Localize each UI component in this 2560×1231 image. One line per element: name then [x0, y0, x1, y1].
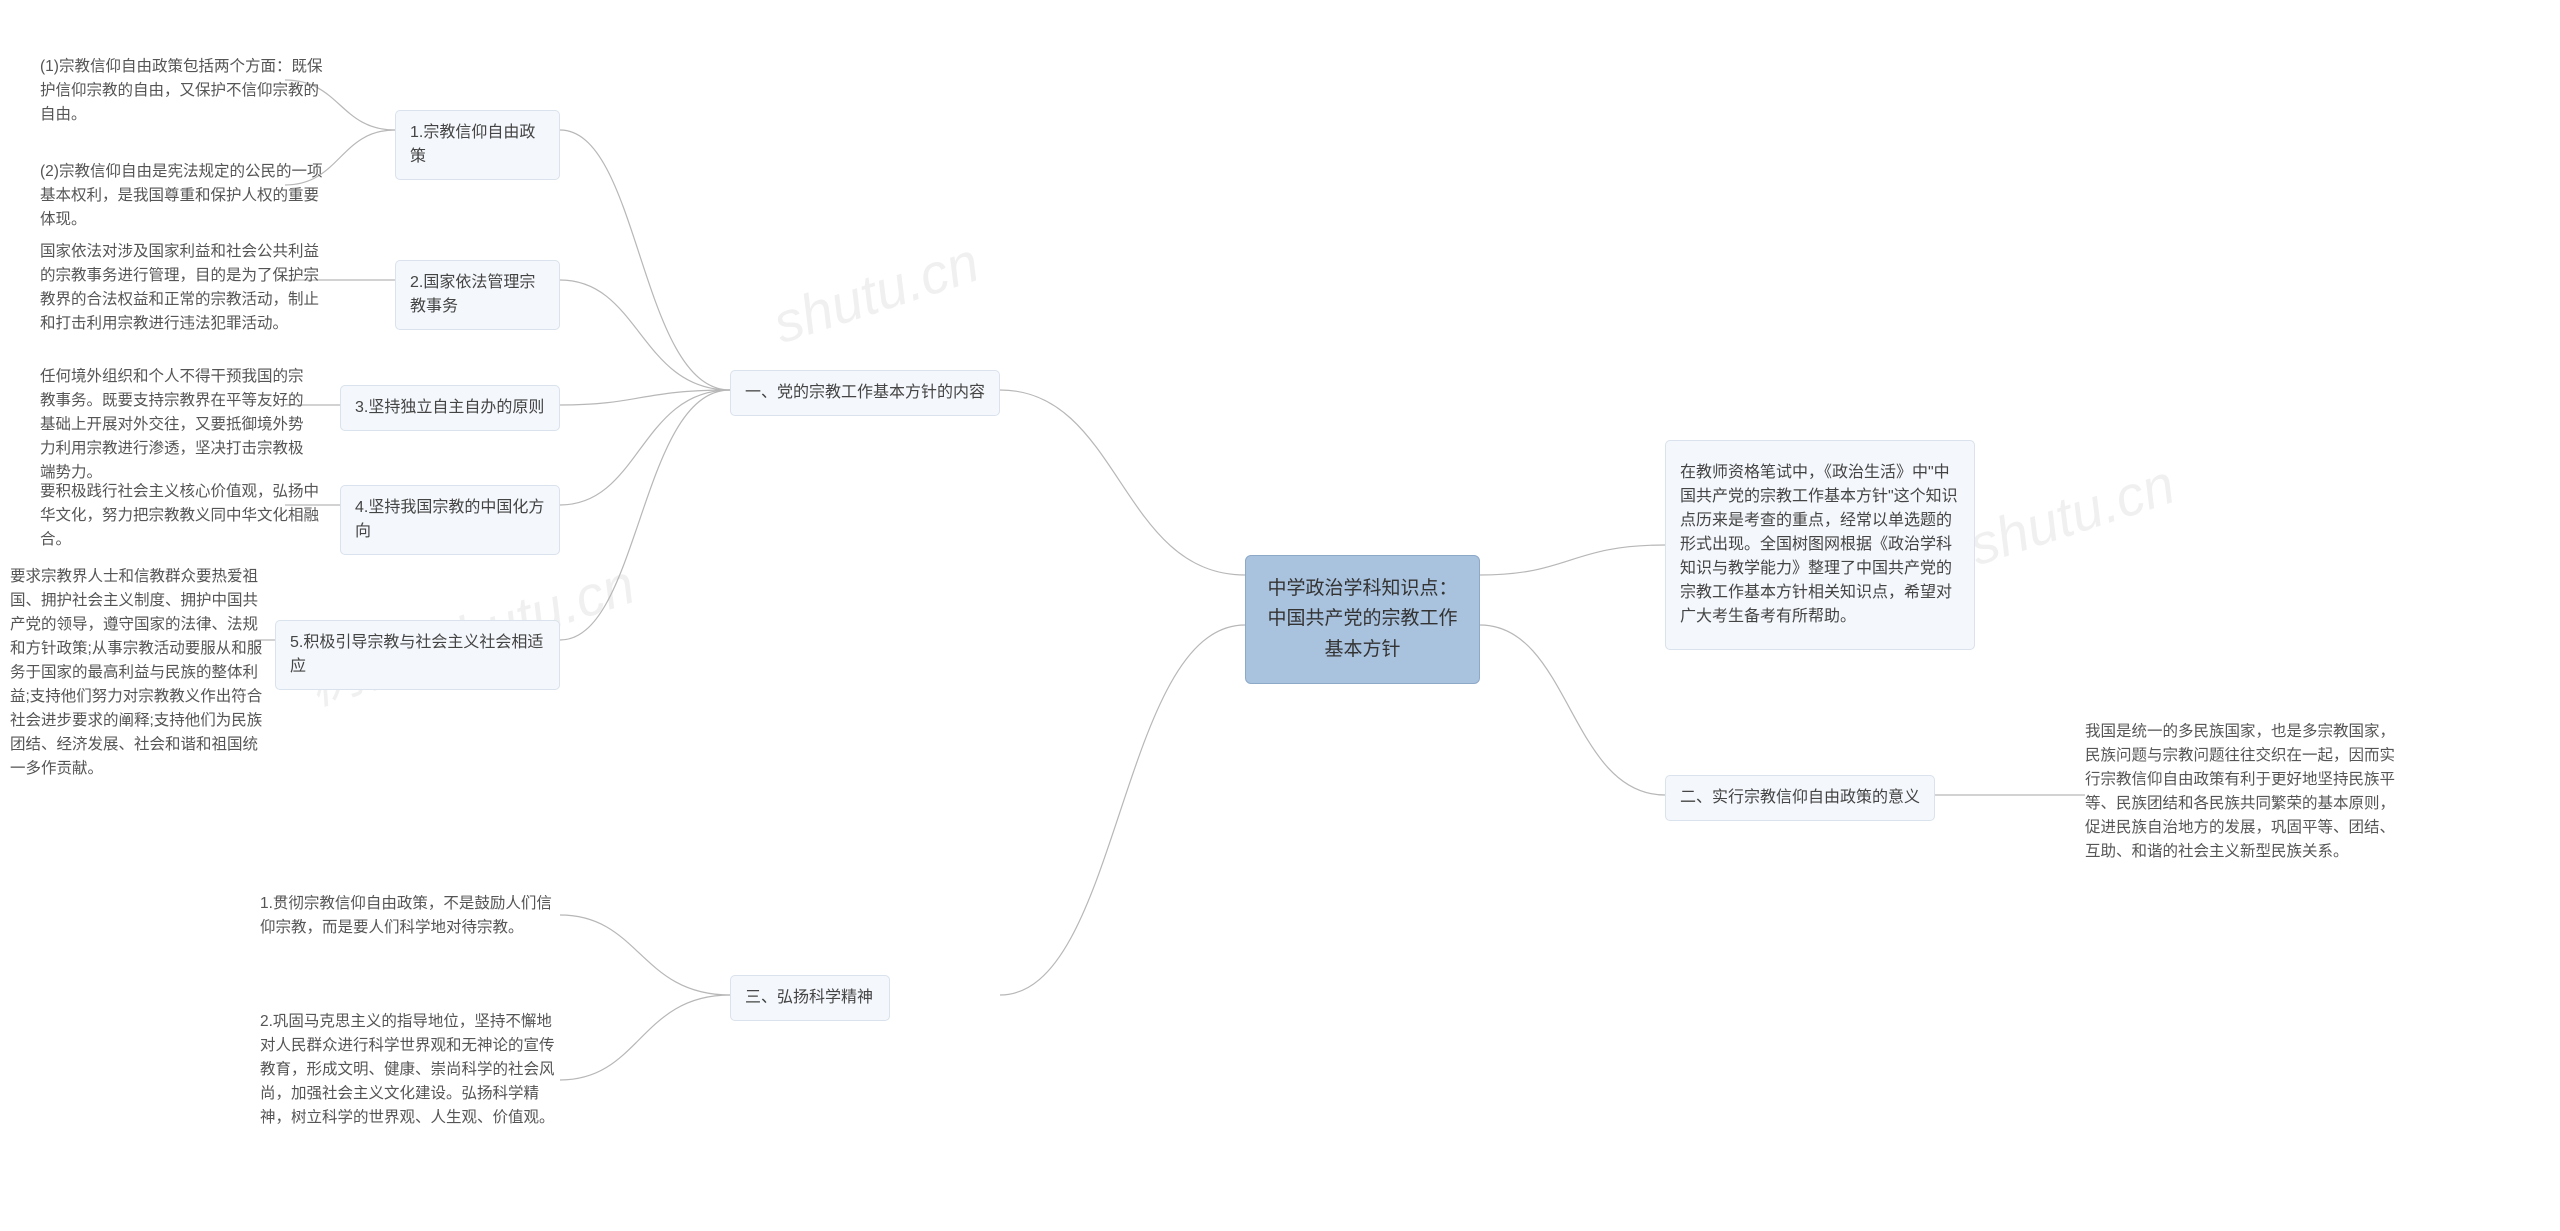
branch-intro-text: 在教师资格笔试中，《政治生活》中"中国共产党的宗教工作基本方针"这个知识点历来是… — [1680, 461, 1960, 629]
root-node: 中学政治学科知识点：中国共产党的宗教工作基本方针 — [1245, 555, 1480, 684]
branch-1-item-2-leaf: 国家依法对涉及国家利益和社会公共利益的宗教事务进行管理，目的是为了保护宗教界的合… — [40, 240, 325, 336]
branch-1-item-1-label: 1.宗教信仰自由政策 — [410, 121, 545, 169]
watermark: shutu.cn — [765, 229, 986, 356]
branch-1-item-5-label: 5.积极引导宗教与社会主义社会相适应 — [290, 631, 545, 679]
branch-1-item-4-label: 4.坚持我国宗教的中国化方向 — [355, 496, 545, 544]
branch-1-item-5-leaf: 要求宗教界人士和信教群众要热爱祖国、拥护社会主义制度、拥护中国共产党的领导，遵守… — [10, 565, 270, 781]
branch-3-leaf-1: 1.贯彻宗教信仰自由政策，不是鼓励人们信仰宗教，而是要人们科学地对待宗教。 — [260, 892, 560, 940]
branch-2-label: 二、实行宗教信仰自由政策的意义 — [1680, 786, 1920, 810]
branch-3-leaf-2: 2.巩固马克思主义的指导地位，坚持不懈地对人民群众进行科学世界观和无神论的宣传教… — [260, 1010, 560, 1130]
branch-1-item-4-leaf: 要积极践行社会主义核心价值观，弘扬中华文化，努力把宗教教义同中华文化相融合。 — [40, 480, 325, 552]
branch-intro: 在教师资格笔试中，《政治生活》中"中国共产党的宗教工作基本方针"这个知识点历来是… — [1665, 440, 1975, 650]
branch-2: 二、实行宗教信仰自由政策的意义 — [1665, 775, 1935, 821]
branch-1-item-2: 2.国家依法管理宗教事务 — [395, 260, 560, 330]
branch-2-leaf: 我国是统一的多民族国家，也是多宗教国家，民族问题与宗教问题往往交织在一起，因而实… — [2085, 720, 2405, 864]
branch-1: 一、党的宗教工作基本方针的内容 — [730, 370, 1000, 416]
branch-1-label: 一、党的宗教工作基本方针的内容 — [745, 381, 985, 405]
branch-1-item-3-label: 3.坚持独立自主自办的原则 — [355, 396, 544, 420]
branch-1-item-5: 5.积极引导宗教与社会主义社会相适应 — [275, 620, 560, 690]
branch-1-item-1-leaf-2: (2)宗教信仰自由是宪法规定的公民的一项基本权利，是我国尊重和保护人权的重要体现… — [40, 160, 325, 232]
branch-3-label: 三、弘扬科学精神 — [745, 986, 873, 1010]
branch-1-item-1-leaf-1: (1)宗教信仰自由政策包括两个方面：既保护信仰宗教的自由，又保护不信仰宗教的自由… — [40, 55, 325, 127]
branch-1-item-3: 3.坚持独立自主自办的原则 — [340, 385, 560, 431]
branch-1-item-4: 4.坚持我国宗教的中国化方向 — [340, 485, 560, 555]
branch-1-item-2-label: 2.国家依法管理宗教事务 — [410, 271, 545, 319]
branch-1-item-1: 1.宗教信仰自由政策 — [395, 110, 560, 180]
branch-1-item-3-leaf: 任何境外组织和个人不得干预我国的宗教事务。既要支持宗教界在平等友好的基础上开展对… — [40, 365, 315, 485]
branch-3: 三、弘扬科学精神 — [730, 975, 890, 1021]
